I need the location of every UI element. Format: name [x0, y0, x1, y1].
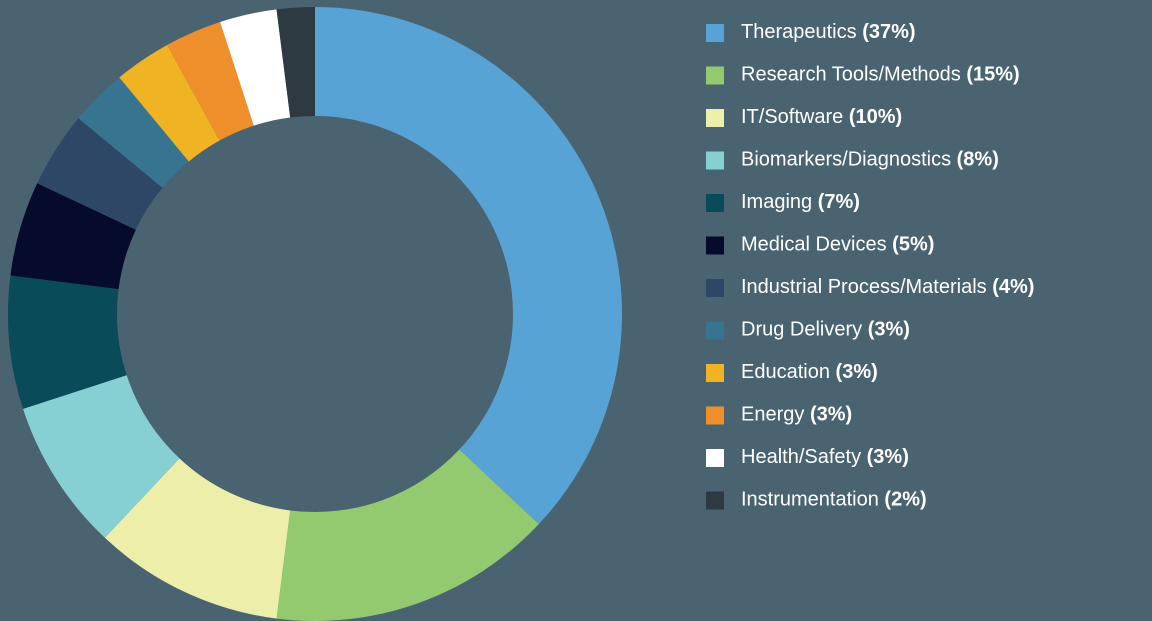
- donut-slice: [23, 375, 180, 538]
- legend-swatch: [706, 364, 724, 382]
- donut-slice: [10, 183, 136, 290]
- legend-swatch: [706, 491, 724, 510]
- legend-name: Drug Delivery: [741, 319, 862, 341]
- legend-swatch: [706, 194, 724, 212]
- legend-swatch: [706, 236, 724, 255]
- legend-value: (4%): [992, 276, 1034, 298]
- legend-name: Imaging: [741, 191, 812, 213]
- legend-name: IT/Software: [741, 106, 843, 128]
- legend-value: (3%): [836, 361, 878, 383]
- legend-value: (3%): [810, 404, 852, 426]
- legend-value: (8%): [957, 149, 999, 171]
- legend-label: Imaging (7%): [741, 191, 860, 213]
- legend-label: Instrumentation (2%): [741, 489, 927, 511]
- legend-value: (5%): [892, 234, 934, 256]
- donut-slice: [315, 7, 622, 525]
- legend-name: Research Tools/Methods: [741, 64, 961, 86]
- legend-label: Medical Devices (5%): [741, 234, 934, 256]
- legend-value: (7%): [818, 191, 860, 213]
- legend-name: Instrumentation: [741, 489, 879, 511]
- donut-slice: [8, 275, 127, 409]
- legend-label: Research Tools/Methods (15%): [741, 64, 1020, 86]
- legend-label: Therapeutics (37%): [741, 21, 916, 43]
- legend-value: (15%): [966, 64, 1019, 86]
- legend-label: IT/Software (10%): [741, 106, 902, 128]
- legend-name: Health/Safety: [741, 446, 861, 468]
- donut-slice: [104, 458, 291, 619]
- donut-slice: [37, 118, 163, 230]
- legend-swatch: [706, 321, 724, 340]
- legend-swatch: [706, 66, 724, 85]
- legend-value: (2%): [884, 489, 926, 511]
- legend-swatch: [706, 406, 724, 425]
- donut-slice: [119, 44, 220, 162]
- donut-slice: [276, 449, 539, 621]
- legend-value: (37%): [862, 21, 915, 43]
- legend-swatch: [706, 24, 724, 42]
- legend-label: Health/Safety (3%): [741, 446, 909, 468]
- legend-label: Biomarkers/Diagnostics (8%): [741, 149, 999, 171]
- legend-swatch: [706, 279, 724, 297]
- legend-swatch: [706, 449, 724, 467]
- donut-slice: [220, 9, 291, 126]
- legend-label: Energy (3%): [741, 404, 852, 426]
- legend-name: Education: [741, 361, 830, 383]
- donut-slice: [167, 22, 254, 141]
- legend-swatch: [706, 151, 724, 170]
- legend-name: Medical Devices: [741, 234, 887, 256]
- legend-label: Industrial Process/Materials (4%): [741, 276, 1034, 298]
- legend-value: (3%): [868, 319, 910, 341]
- legend-name: Biomarkers/Diagnostics: [741, 149, 951, 171]
- donut-slice: [276, 7, 315, 118]
- legend-label: Education (3%): [741, 361, 878, 383]
- legend-name: Therapeutics: [741, 21, 857, 43]
- legend-value: (10%): [849, 106, 902, 128]
- legend-name: Industrial Process/Materials: [741, 276, 987, 298]
- legend-name: Energy: [741, 404, 804, 426]
- legend-swatch: [706, 109, 724, 127]
- donut-slice: [78, 77, 189, 188]
- legend-value: (3%): [867, 446, 909, 468]
- legend-label: Drug Delivery (3%): [741, 319, 910, 341]
